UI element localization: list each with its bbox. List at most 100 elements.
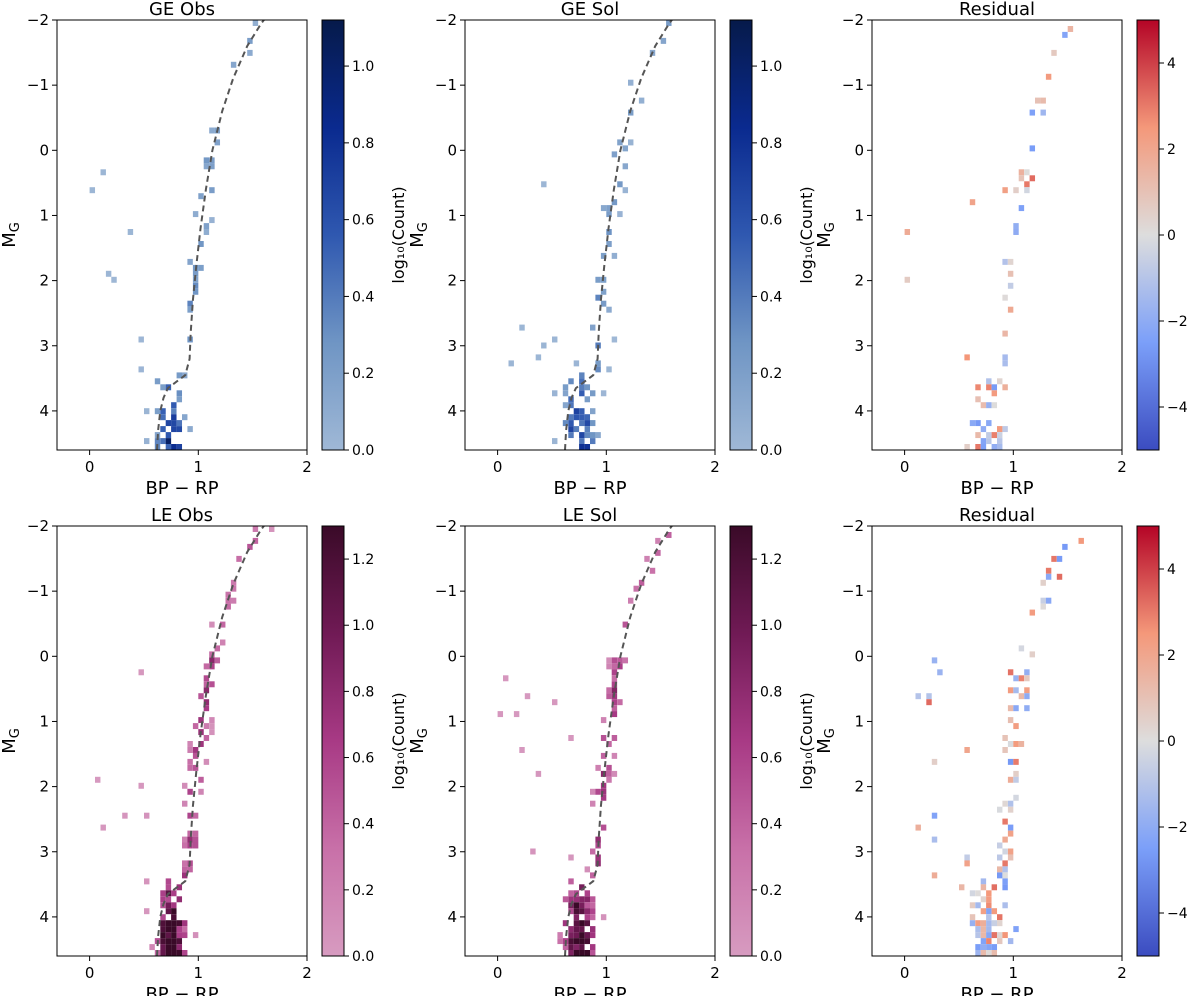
heatmap-cell	[176, 944, 183, 951]
heatmap-cell	[997, 444, 1003, 450]
heatmap-cell	[991, 908, 998, 915]
heatmap-cell	[997, 842, 1003, 849]
heatmap-cell	[595, 432, 601, 439]
x-tick-label: 1	[194, 964, 204, 982]
heatmap-cell	[562, 920, 569, 927]
heatmap-cells	[89, 20, 259, 450]
heatmap-cell	[557, 932, 563, 939]
heatmap-cell	[584, 908, 591, 915]
heatmap-cell	[1024, 675, 1030, 682]
heatmap-cell	[931, 758, 938, 765]
heatmap-cell	[997, 920, 1003, 927]
heatmap-cell	[969, 914, 976, 921]
heatmap-cell	[171, 920, 177, 927]
heatmap-cell	[915, 824, 921, 831]
heatmap-cell	[209, 157, 215, 164]
heatmap-cell	[573, 896, 580, 903]
heatmap-cell	[1002, 932, 1008, 939]
heatmap-cell	[252, 20, 259, 26]
heatmap-cell	[986, 950, 992, 956]
colorbar-tick-label: 4	[1167, 56, 1176, 72]
heatmap-cell	[606, 770, 612, 777]
heatmap-cell	[160, 920, 166, 927]
colorbar-tick-label: 2	[1167, 648, 1176, 664]
heatmap-cell	[1029, 609, 1036, 616]
heatmap-cell	[209, 717, 215, 724]
heatmap-cell	[154, 378, 161, 385]
heatmap-cell	[568, 432, 574, 439]
heatmap-cell	[1007, 282, 1014, 289]
heatmap-cell	[579, 444, 585, 450]
heatmap-cell	[1056, 573, 1063, 580]
y-axis-label: MG	[0, 728, 23, 754]
heatmap-cell	[568, 420, 574, 427]
heatmap-cell	[622, 187, 629, 194]
colorbar-tick-label: 0.2	[352, 883, 374, 899]
heatmap-cell	[606, 229, 612, 235]
heatmap-cell	[1002, 878, 1008, 885]
isochrone-line	[156, 526, 266, 956]
heatmap-cell	[568, 890, 574, 897]
heatmap-cell	[986, 932, 992, 939]
y-tick-label: −1	[27, 76, 49, 94]
heatmap-cell	[176, 390, 183, 397]
heatmap-cell	[1002, 848, 1008, 855]
heatmap-cell	[214, 645, 221, 652]
heatmap-cell	[931, 836, 938, 843]
colorbar-label: log₁₀(Count)	[389, 692, 408, 789]
heatmap-cell	[182, 872, 188, 879]
heatmap-cell	[579, 378, 585, 385]
heatmap-cell	[176, 938, 183, 945]
colorbar-tick-label: 0.0	[352, 949, 374, 965]
x-axis-label: BP − RP	[145, 984, 218, 996]
heatmap-cell	[969, 199, 976, 206]
heatmap-cells	[497, 532, 672, 956]
heatmap-cell	[606, 241, 612, 247]
heatmap-cell	[252, 526, 259, 532]
heatmap-cell	[1007, 824, 1014, 831]
heatmap-cell	[165, 926, 172, 933]
y-tick-label: −2	[842, 517, 864, 535]
heatmap-cell	[600, 288, 607, 295]
heatmap-cell	[964, 747, 970, 753]
heatmap-cell	[1013, 741, 1019, 747]
heatmap-cell	[600, 794, 607, 801]
colorbar-tick-label: 0.8	[760, 136, 782, 152]
heatmap-cell	[127, 229, 134, 235]
heatmap-cell	[600, 717, 607, 724]
heatmap-cell	[590, 944, 596, 951]
heatmap-cell	[980, 950, 987, 956]
y-tick-label: 3	[39, 843, 49, 861]
y-tick-label: −2	[842, 11, 864, 29]
heatmap-cell	[997, 938, 1003, 945]
heatmap-cell	[975, 432, 981, 439]
colorbar	[1136, 525, 1160, 957]
heatmap-cell	[975, 944, 981, 951]
heatmap-cell	[584, 384, 591, 391]
heatmap-cell	[986, 420, 992, 427]
heatmap-cell	[1018, 175, 1025, 182]
x-axis-label: BP − RP	[960, 478, 1033, 499]
heatmap-cell	[975, 902, 981, 909]
panel-title: LE Obs	[151, 505, 213, 526]
heatmap-cell	[1024, 181, 1030, 188]
heatmap-cell	[192, 812, 199, 819]
heatmap-cell	[519, 747, 525, 753]
x-tick-label: 2	[302, 458, 312, 476]
heatmap-cell	[138, 782, 144, 789]
colorbar-tick-label: −4	[1167, 906, 1188, 922]
heatmap-cell	[160, 944, 166, 951]
heatmap-cell	[1024, 187, 1030, 194]
colorbar-tick-label: −4	[1167, 400, 1188, 416]
y-tick-label: 3	[447, 843, 457, 861]
heatmap-cell	[622, 621, 629, 628]
heatmap-cell	[214, 657, 221, 664]
heatmap-cell	[611, 663, 618, 670]
heatmap-cell	[584, 444, 591, 450]
heatmap-cell	[590, 848, 596, 855]
heatmap-cell	[541, 342, 547, 349]
heatmap-cell	[617, 181, 623, 188]
heatmap-cell	[579, 908, 585, 915]
y-tick-label: 4	[447, 908, 457, 926]
heatmap-cell	[986, 920, 992, 927]
